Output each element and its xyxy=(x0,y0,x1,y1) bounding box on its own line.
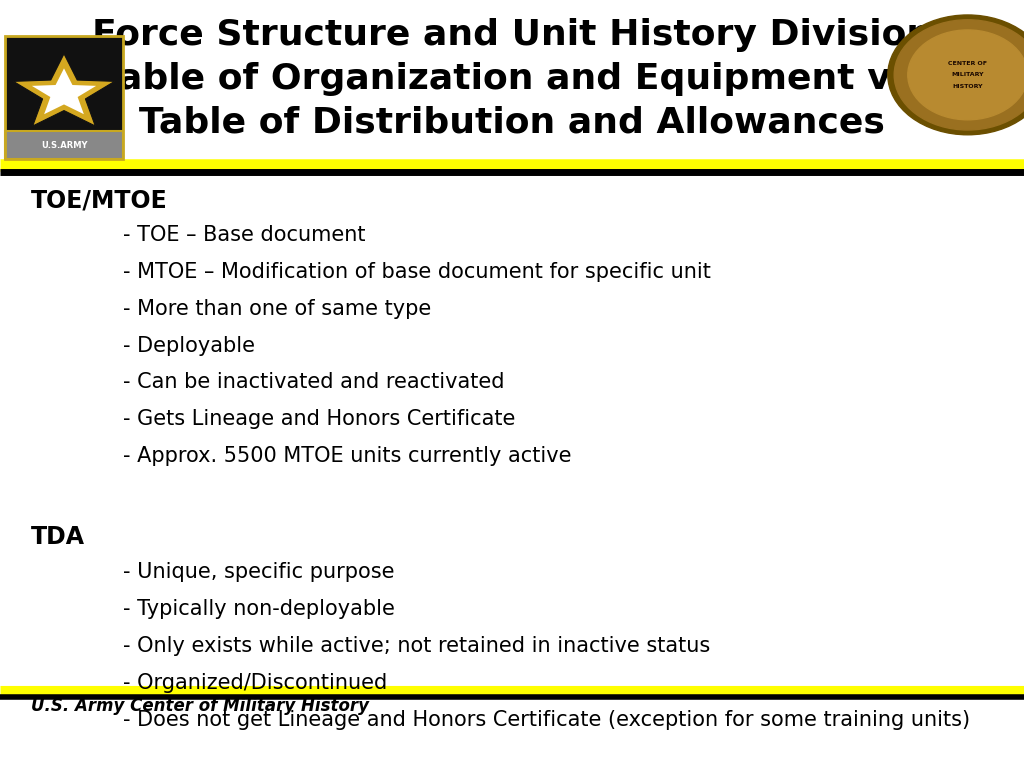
Text: - Organized/Discontinued: - Organized/Discontinued xyxy=(123,673,387,693)
Text: - Approx. 5500 MTOE units currently active: - Approx. 5500 MTOE units currently acti… xyxy=(123,446,571,466)
Text: - Only exists while active; not retained in inactive status: - Only exists while active; not retained… xyxy=(123,636,710,656)
FancyBboxPatch shape xyxy=(5,36,123,159)
Text: - Typically non-deployable: - Typically non-deployable xyxy=(123,599,395,619)
Circle shape xyxy=(888,15,1024,135)
Circle shape xyxy=(907,30,1024,120)
Text: - More than one of same type: - More than one of same type xyxy=(123,299,431,319)
FancyBboxPatch shape xyxy=(0,0,1024,165)
Text: U.S. Army Center of Military History: U.S. Army Center of Military History xyxy=(31,697,369,714)
Text: - TOE – Base document: - TOE – Base document xyxy=(123,225,366,245)
FancyBboxPatch shape xyxy=(5,131,123,159)
Circle shape xyxy=(894,20,1024,130)
Text: Force Structure and Unit History Division
Table of Organization and Equipment vs: Force Structure and Unit History Divisio… xyxy=(92,18,932,139)
Text: - Unique, specific purpose: - Unique, specific purpose xyxy=(123,562,394,582)
Text: U.S.ARMY: U.S.ARMY xyxy=(41,141,87,150)
Text: TDA: TDA xyxy=(31,525,85,549)
Text: - MTOE – Modification of base document for specific unit: - MTOE – Modification of base document f… xyxy=(123,262,711,282)
Text: MILITARY: MILITARY xyxy=(951,72,984,78)
Polygon shape xyxy=(32,68,96,114)
Text: HISTORY: HISTORY xyxy=(952,84,983,89)
Text: - Does not get Lineage and Honors Certificate (exception for some training units: - Does not get Lineage and Honors Certif… xyxy=(123,710,970,730)
Text: - Deployable: - Deployable xyxy=(123,336,255,356)
Text: TOE/MTOE: TOE/MTOE xyxy=(31,188,168,212)
Polygon shape xyxy=(13,54,115,126)
Text: CENTER OF: CENTER OF xyxy=(948,61,987,66)
Text: - Can be inactivated and reactivated: - Can be inactivated and reactivated xyxy=(123,372,505,392)
Text: - Gets Lineage and Honors Certificate: - Gets Lineage and Honors Certificate xyxy=(123,409,515,429)
